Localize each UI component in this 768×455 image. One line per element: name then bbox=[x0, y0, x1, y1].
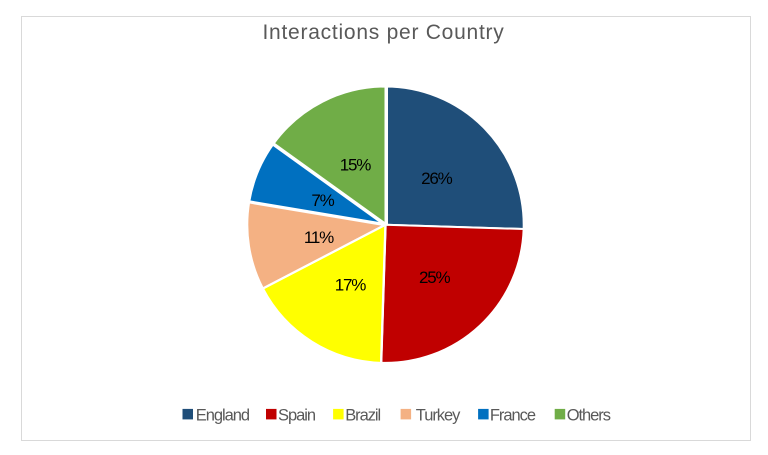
svg-text:Others: Others bbox=[567, 406, 611, 424]
svg-text:17%: 17% bbox=[335, 275, 367, 294]
svg-text:England: England bbox=[196, 406, 250, 424]
svg-text:11%: 11% bbox=[304, 228, 334, 247]
svg-text:Interactions per Country: Interactions per Country bbox=[262, 21, 504, 44]
svg-text:7%: 7% bbox=[311, 191, 334, 210]
svg-text:15%: 15% bbox=[340, 155, 372, 174]
svg-text:26%: 26% bbox=[421, 169, 453, 188]
svg-text:Brazil: Brazil bbox=[345, 406, 380, 424]
svg-text:Spain: Spain bbox=[278, 406, 316, 424]
svg-text:25%: 25% bbox=[419, 268, 451, 287]
svg-text:France: France bbox=[490, 406, 536, 424]
svg-text:Turkey: Turkey bbox=[416, 406, 461, 424]
